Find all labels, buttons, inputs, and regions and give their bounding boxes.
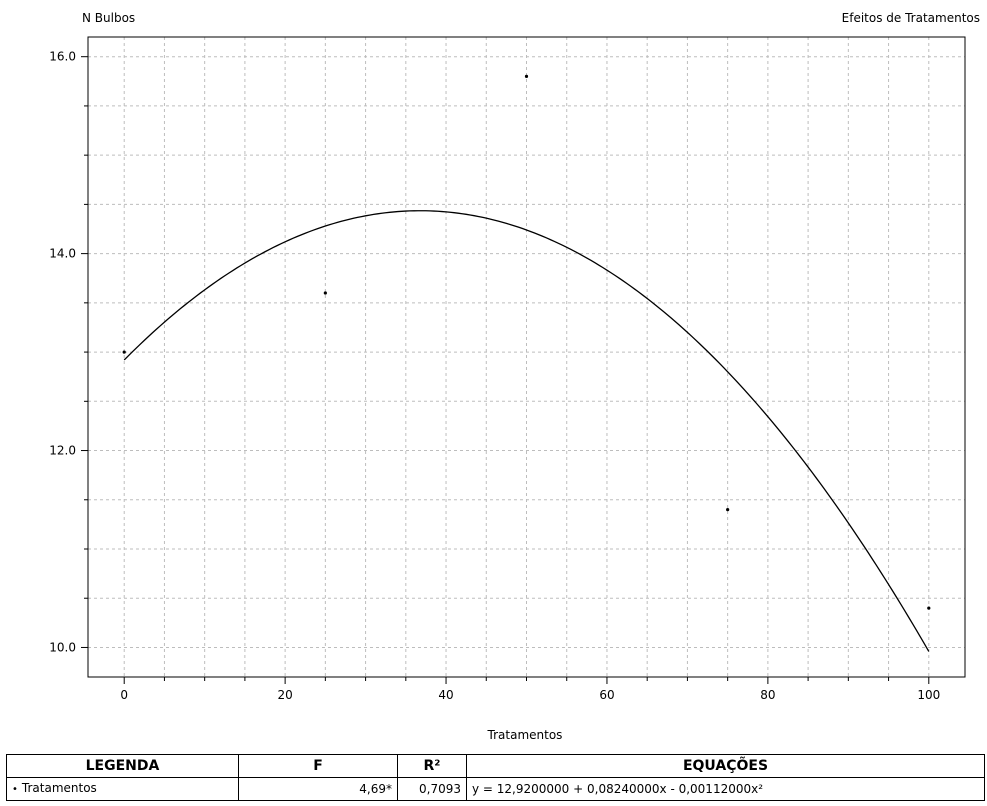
fit-curve bbox=[123, 210, 930, 652]
point-marker-icon: • bbox=[12, 784, 18, 795]
legend-header-row: LEGENDA F R² EQUAÇÕES bbox=[6, 754, 985, 778]
equation-value: y = 12,9200000 + 0,08240000x - 0,0011200… bbox=[466, 777, 985, 801]
table-row: • Tratamentos 4,69* 0,7093 y = 12,9200000… bbox=[6, 777, 985, 801]
y-axis-title: N Bulbos bbox=[82, 11, 135, 25]
x-axis-title: Tratamentos bbox=[487, 728, 563, 742]
y-tick-label: 16.0 bbox=[49, 50, 76, 64]
x-tick-label: 20 bbox=[277, 688, 292, 702]
r2-header: R² bbox=[397, 754, 467, 778]
data-point bbox=[524, 74, 529, 78]
chart-svg: 0 20 40 60 80 100 10.0 12.0 14.0 16.0 N Bulbos Ef… bbox=[49, 11, 980, 742]
chart-title: Efeitos de Tratamentos bbox=[842, 11, 980, 25]
r2-value: 0,7093 bbox=[397, 777, 467, 801]
data-point bbox=[122, 350, 126, 354]
data-points bbox=[122, 74, 931, 610]
f-header: F bbox=[238, 754, 398, 778]
data-point bbox=[323, 291, 327, 295]
x-tick-label: 0 bbox=[120, 688, 128, 702]
x-tick-label: 40 bbox=[438, 688, 453, 702]
y-tick-label: 10.0 bbox=[49, 640, 76, 654]
ticks: 0 20 40 60 80 100 10.0 12.0 14.0 16.0 bbox=[49, 50, 940, 702]
x-tick-label: 100 bbox=[917, 688, 940, 702]
f-value: 4,69* bbox=[238, 777, 398, 801]
legend-series-cell: • Tratamentos bbox=[6, 777, 239, 801]
data-point bbox=[726, 508, 730, 512]
series-name: Tratamentos bbox=[21, 781, 97, 795]
x-tick-label: 80 bbox=[760, 688, 775, 702]
x-tick-label: 60 bbox=[599, 688, 614, 702]
y-tick-label: 12.0 bbox=[49, 444, 76, 458]
y-tick-label: 14.0 bbox=[49, 247, 76, 261]
legend-header: LEGENDA bbox=[6, 754, 239, 778]
legend-table: LEGENDA F R² EQUAÇÕES • Tratamentos 4,69*… bbox=[6, 754, 985, 801]
data-point bbox=[927, 606, 931, 610]
grid bbox=[88, 37, 965, 677]
equations-header: EQUAÇÕES bbox=[466, 754, 985, 778]
